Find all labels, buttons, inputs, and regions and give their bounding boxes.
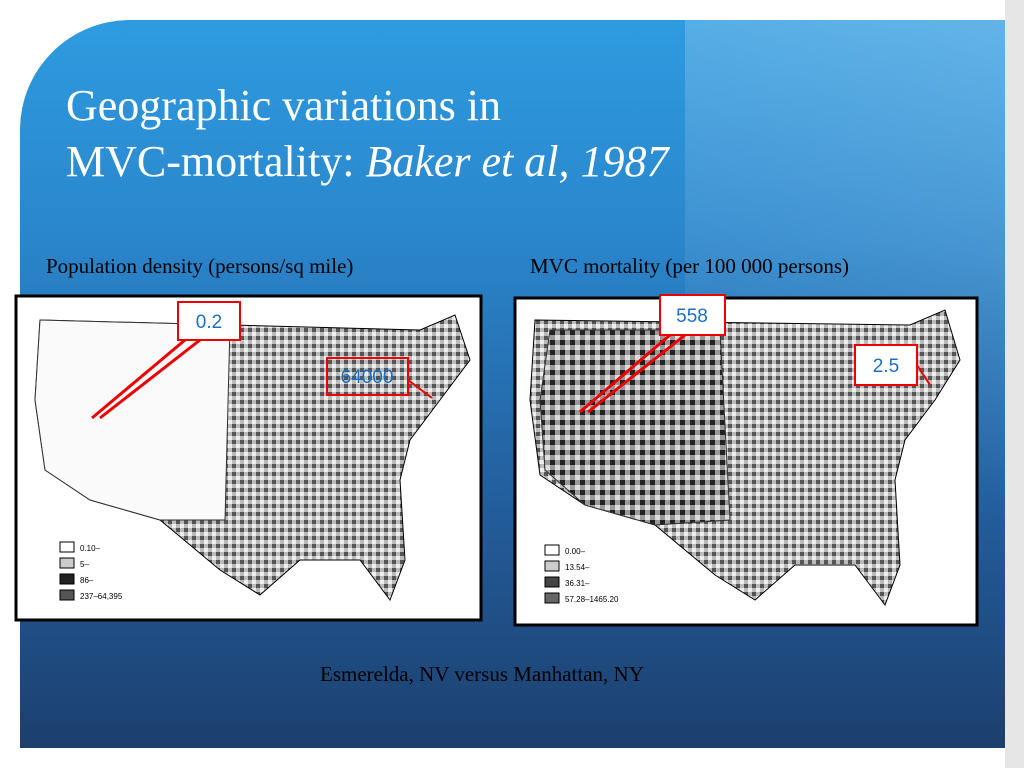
legend: 0.00– 13.54– 36.31– 57.28–1465.20 bbox=[544, 544, 619, 604]
legend-label: 57.28–1465.20 bbox=[565, 595, 619, 604]
legend-label: 237–64,395 bbox=[80, 592, 123, 601]
callout-box bbox=[177, 301, 241, 341]
legend-label: 0.10– bbox=[80, 544, 101, 553]
callout-box bbox=[326, 357, 409, 396]
edge-strip bbox=[1005, 0, 1024, 768]
slide-title: Geographic variations in MVC-mortality: … bbox=[66, 78, 668, 190]
high-region bbox=[539, 329, 731, 526]
callout-label: 0.2 bbox=[196, 312, 222, 333]
title-line: Geographic variations in bbox=[66, 81, 501, 130]
legend-label: 86– bbox=[80, 576, 94, 585]
legend-label: 5– bbox=[80, 560, 89, 569]
legend: 0.10– 5– 86– 237–64,395 bbox=[59, 541, 123, 601]
callout-box bbox=[659, 294, 726, 336]
legend-label: 36.31– bbox=[565, 579, 590, 588]
panel-heading: MVC mortality (per 100 000 persons) bbox=[530, 254, 850, 278]
title-line: MVC-mortality: Baker et al, 1987 bbox=[66, 134, 668, 190]
callout-label: 64000 bbox=[341, 367, 394, 388]
sparse-region bbox=[34, 319, 231, 521]
citation: Baker et al, 1987 bbox=[365, 137, 669, 186]
title-text: MVC-mortality: bbox=[66, 137, 355, 186]
callout-box bbox=[854, 344, 918, 386]
callout-label: 558 bbox=[676, 306, 708, 327]
legend-label: 0.00– bbox=[565, 547, 586, 556]
caption: Esmerelda, NV versus Manhattan, NY bbox=[320, 662, 644, 686]
legend-label: 13.54– bbox=[565, 563, 590, 572]
callout-label: 2.5 bbox=[873, 356, 899, 377]
panel-heading: Population density (persons/sq mile) bbox=[46, 254, 354, 278]
